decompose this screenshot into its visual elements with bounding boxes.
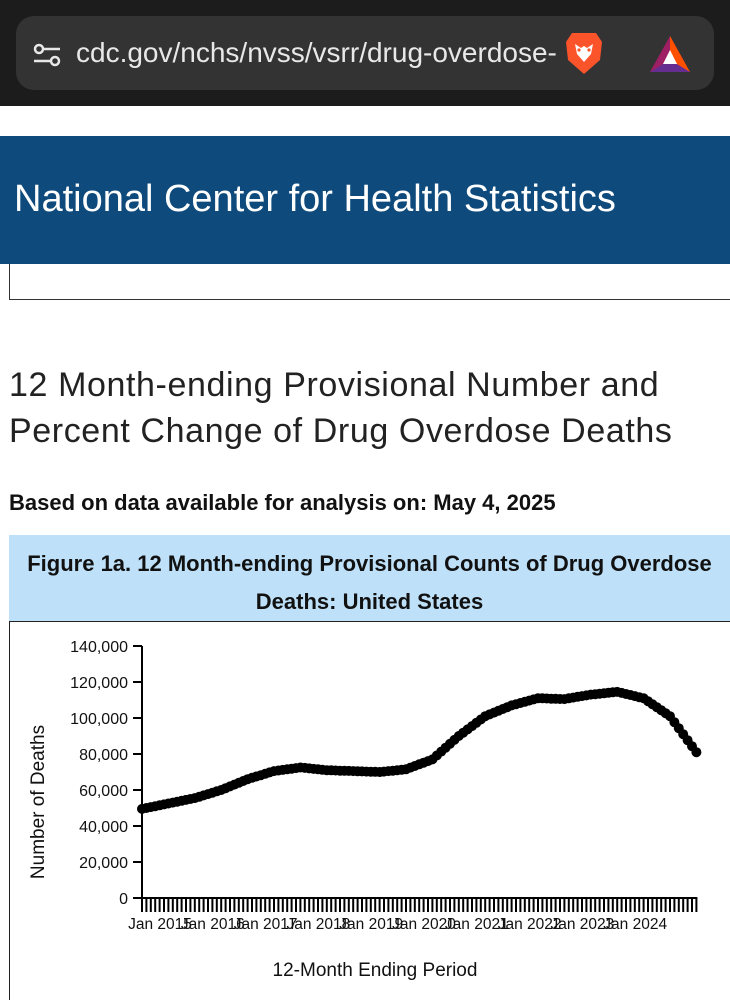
x-tick-label: Jan 2019 — [339, 916, 403, 933]
x-tick-label: Jan 2023 — [551, 916, 615, 933]
series-total-deaths — [137, 686, 702, 814]
data-availability-note: Based on data available for analysis on:… — [9, 490, 556, 515]
y-axis-label: Number of Deaths — [28, 725, 49, 879]
figure-caption-box: Figure 1a. 12 Month-ending Provisional C… — [9, 535, 730, 621]
address-bar[interactable]: cdc.gov/nchs/nvss/vsrr/drug-overdose-dat… — [16, 16, 714, 90]
x-tick-label: Jan 2015 — [128, 916, 192, 933]
x-tick-label: Jan 2020 — [392, 916, 456, 933]
chart-container: 0 20,000 40,000 60,000 80,000 100,000 120,000 1… — [9, 621, 730, 1000]
brave-lion-icon[interactable] — [564, 30, 604, 76]
y-tick-label: 20,000 — [79, 855, 128, 872]
y-axis: 0 20,000 40,000 60,000 80,000 100,000 120,000 1… — [70, 639, 143, 908]
x-tick-label: Jan 2022 — [498, 916, 562, 933]
y-tick-label: 140,000 — [70, 639, 128, 656]
banner-title[interactable]: National Center for Health Statistics — [14, 178, 616, 220]
collapsed-content-box — [9, 264, 730, 300]
site-banner: National Center for Health Statistics — [0, 136, 730, 264]
x-tick-label: Jan 2024 — [603, 916, 667, 933]
x-tick-label: Jan 2021 — [445, 916, 509, 933]
x-tick-label: Jan 2017 — [234, 916, 298, 933]
y-tick-label: 80,000 — [79, 747, 128, 764]
browser-toolbar: cdc.gov/nchs/nvss/vsrr/drug-overdose-dat… — [0, 0, 730, 106]
overdose-deaths-chart: 0 20,000 40,000 60,000 80,000 100,000 120,000 1… — [28, 639, 702, 981]
y-tick-label: 40,000 — [79, 819, 128, 836]
y-tick-label: 60,000 — [79, 783, 128, 800]
x-tick-label: Jan 2018 — [287, 916, 351, 933]
y-tick-label: 0 — [119, 891, 128, 908]
tune-icon[interactable] — [32, 40, 62, 70]
page-title: 12 Month-ending Provisional Number and P… — [9, 366, 673, 450]
data-point[interactable] — [691, 747, 702, 758]
x-tick-label: Jan 2016 — [181, 916, 245, 933]
y-tick-label: 100,000 — [70, 711, 128, 728]
url-text[interactable]: cdc.gov/nchs/nvss/vsrr/drug-overdose-dat… — [76, 37, 558, 68]
x-axis-label: 12-Month Ending Period — [273, 960, 478, 981]
bat-rewards-icon[interactable] — [648, 34, 692, 74]
figure-title: Figure 1a. 12 Month-ending Provisional C… — [27, 551, 712, 614]
y-tick-label: 120,000 — [70, 675, 128, 692]
